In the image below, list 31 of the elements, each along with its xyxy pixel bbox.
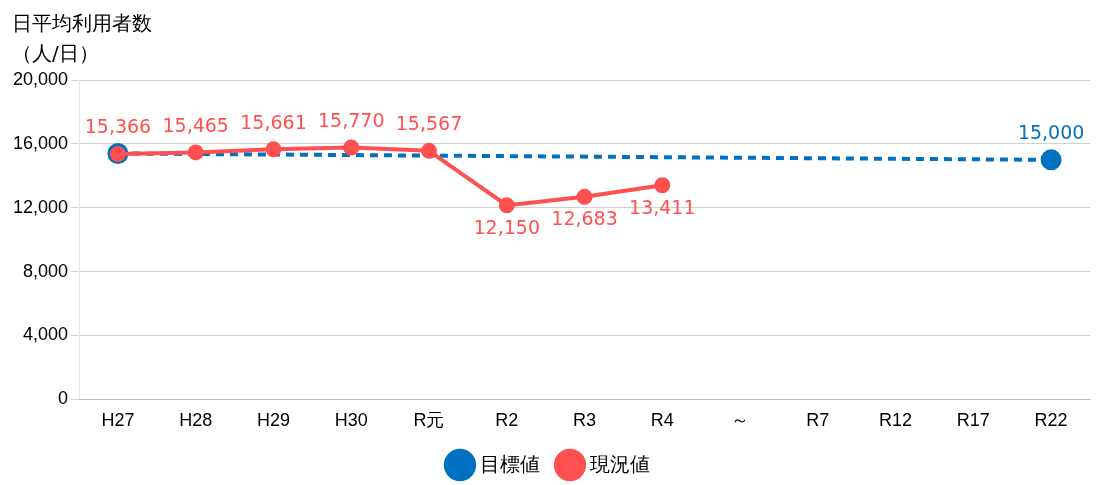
x-tick-label: H27 [101, 410, 135, 431]
x-tick-label: H30 [334, 410, 368, 431]
data-label: 15,000 [1017, 121, 1085, 144]
y-axis-title: 日平均利用者数（人/日） [12, 10, 153, 67]
y-tick-label: 12,000 [12, 196, 69, 217]
x-tick-label: H29 [256, 410, 290, 431]
legend-label: 目標値 [480, 452, 540, 475]
x-tick-label: R12 [879, 410, 913, 431]
x-tick-label: R2 [495, 410, 519, 431]
x-tick-label: ～ [731, 410, 750, 431]
x-tick-label: R元 [413, 410, 445, 431]
data-label: 15,770 [317, 108, 385, 131]
data-label: 13,411 [629, 195, 696, 218]
legend-label: 現況値 [590, 452, 650, 475]
x-tick-label: R7 [806, 410, 830, 431]
data-label: 15,366 [84, 115, 152, 138]
data-label: 15,465 [162, 113, 229, 136]
y-tick-label: 8,000 [23, 260, 69, 281]
y-tick-label: 0 [58, 388, 69, 409]
data-label: 12,683 [551, 207, 618, 230]
y-tick-label: 16,000 [12, 132, 69, 153]
y-tick-label: 4,000 [23, 324, 69, 345]
x-tick-label: R22 [1034, 410, 1068, 431]
x-tick-label: R4 [650, 410, 674, 431]
x-tick-label: R3 [573, 410, 597, 431]
y-tick-label: 20,000 [12, 68, 69, 89]
data-label: 15,661 [240, 110, 307, 133]
x-tick-label: R17 [956, 410, 990, 431]
x-tick-label: H28 [179, 410, 213, 431]
data-label: 15,567 [395, 112, 463, 135]
data-label: 12,150 [473, 215, 540, 238]
